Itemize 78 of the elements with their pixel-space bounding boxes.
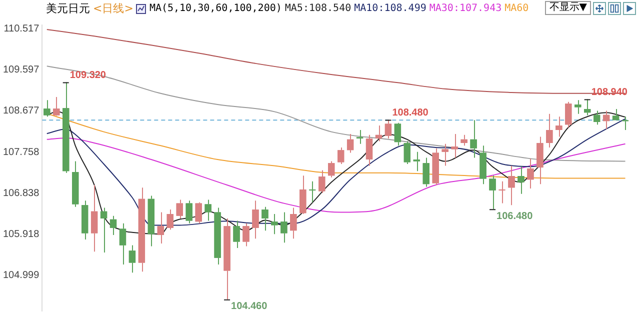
candlestick bbox=[44, 100, 50, 118]
candlestick bbox=[432, 148, 439, 186]
candlestick bbox=[186, 200, 192, 224]
candlestick bbox=[119, 222, 126, 266]
candlestick bbox=[148, 195, 155, 247]
y-tick-label: 108.677 bbox=[2, 106, 40, 117]
candlestick bbox=[176, 199, 183, 219]
text: MA5:108.540 bbox=[284, 3, 352, 14]
candlestick bbox=[356, 130, 364, 144]
candlestick bbox=[280, 212, 288, 244]
candlestick bbox=[110, 215, 117, 236]
candlestick bbox=[346, 134, 354, 154]
candlestick bbox=[328, 160, 335, 178]
y-tick-label: 104.999 bbox=[2, 270, 40, 282]
y-tick-label: 105.918 bbox=[2, 228, 40, 240]
candlestick bbox=[128, 244, 136, 274]
y-tick-label: 110.517 bbox=[4, 23, 40, 34]
chart-subtitle: <日线> bbox=[93, 1, 134, 16]
candlestick bbox=[300, 175, 306, 215]
candlestick bbox=[375, 125, 382, 142]
candlestick bbox=[166, 209, 174, 230]
candlestick bbox=[612, 108, 620, 120]
candlestick bbox=[233, 220, 240, 248]
candlestick bbox=[90, 184, 98, 252]
candlestick bbox=[252, 200, 259, 240]
candlestick bbox=[498, 180, 506, 204]
candlestick bbox=[195, 202, 202, 224]
candlestick bbox=[309, 180, 316, 203]
line-series bbox=[46, 28, 626, 94]
annotation: 108.480 bbox=[392, 107, 429, 118]
text: 不显示▼ bbox=[545, 1, 591, 15]
candlestick bbox=[100, 207, 108, 253]
candlestick bbox=[72, 160, 79, 208]
y-tick-label: 109.597 bbox=[2, 64, 40, 76]
candlestick bbox=[242, 222, 250, 247]
candlestick bbox=[404, 140, 411, 164]
candlestick bbox=[480, 145, 486, 185]
chart-title: 美元日元 bbox=[46, 1, 90, 16]
candlestick bbox=[81, 200, 88, 240]
candlestick bbox=[394, 122, 402, 146]
text: MA10:108.499 bbox=[354, 3, 426, 14]
candlestick bbox=[366, 134, 373, 166]
candlestick bbox=[565, 101, 572, 128]
y-tick-label: 107.758 bbox=[2, 146, 40, 158]
line-series bbox=[46, 138, 626, 213]
candlestick bbox=[518, 166, 524, 194]
y-tick-label: 106.838 bbox=[2, 188, 40, 199]
annotation: 106.480 bbox=[496, 210, 534, 222]
candlestick bbox=[602, 110, 610, 130]
candlestick bbox=[290, 207, 297, 240]
candlestick bbox=[157, 212, 164, 244]
candlestick bbox=[593, 110, 600, 126]
annotation: 104.460 bbox=[231, 301, 268, 312]
annotation: 109.320 bbox=[70, 70, 106, 81]
candlestick bbox=[574, 100, 582, 114]
legend-title: MA(5,10,30,60,100,200) bbox=[149, 3, 282, 14]
candlestick bbox=[337, 146, 344, 164]
candlestick bbox=[318, 170, 326, 194]
candlestick bbox=[546, 113, 553, 148]
candlestick bbox=[527, 158, 534, 190]
candlestick bbox=[204, 199, 212, 222]
candlestick bbox=[138, 187, 146, 272]
candlestick bbox=[53, 96, 60, 116]
candlestick bbox=[442, 143, 448, 166]
candlestick bbox=[622, 116, 629, 131]
line-series bbox=[46, 66, 626, 162]
candlestick bbox=[470, 120, 477, 158]
candlestick bbox=[536, 136, 544, 185]
candlestick bbox=[214, 207, 221, 266]
candlestick bbox=[460, 134, 468, 146]
candlestick bbox=[422, 157, 430, 188]
candlestick bbox=[508, 165, 515, 206]
candlestick bbox=[262, 206, 268, 232]
text: MA60 bbox=[504, 3, 529, 14]
candlestick bbox=[271, 214, 278, 235]
text: MA30:107.943 bbox=[429, 3, 502, 14]
candlestick bbox=[451, 134, 458, 158]
candlestick bbox=[489, 175, 496, 210]
